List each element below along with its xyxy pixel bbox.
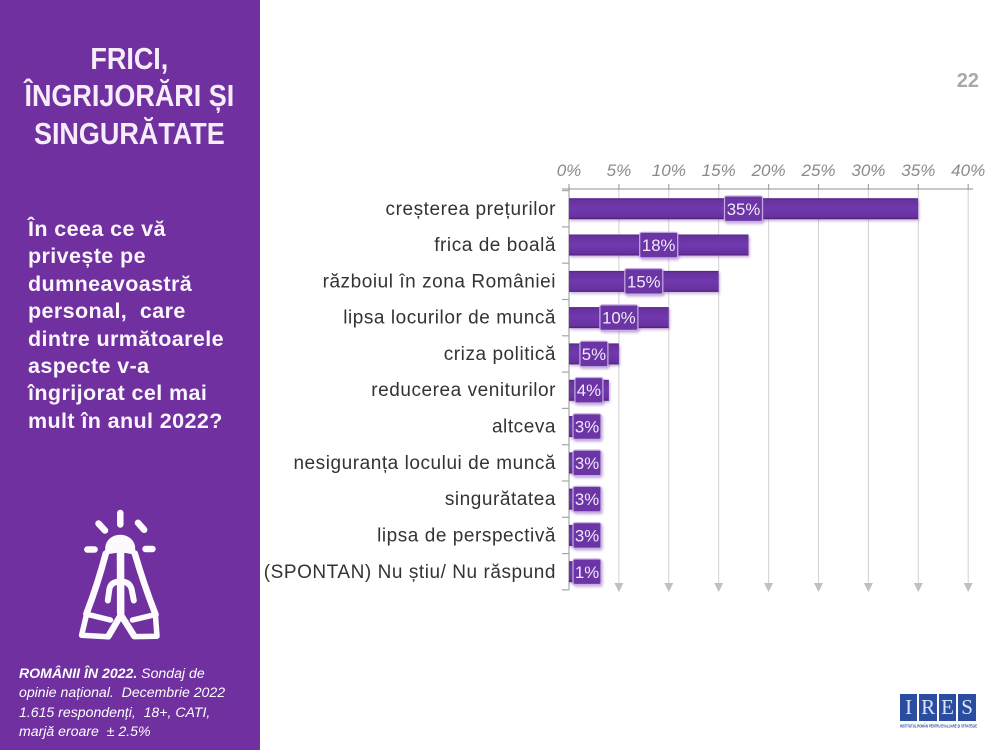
svg-text:creșterea prețurilor: creșterea prețurilor [386,199,557,220]
svg-text:35%: 35% [901,161,935,180]
svg-text:10%: 10% [602,309,636,328]
svg-text:35%: 35% [727,200,761,219]
svg-text:frica de boală: frica de boală [434,235,556,256]
svg-text:reducerea veniturilor: reducerea veniturilor [371,380,556,401]
svg-text:3%: 3% [575,490,599,509]
svg-text:25%: 25% [800,161,835,180]
svg-text:20%: 20% [751,161,786,180]
svg-text:15%: 15% [627,272,661,291]
svg-text:nesiguranța locului de muncă: nesiguranța locului de muncă [293,453,556,474]
svg-text:4%: 4% [577,381,601,400]
svg-text:15%: 15% [702,161,736,180]
svg-text:10%: 10% [652,161,686,180]
svg-text:lipsa de perspectivă: lipsa de perspectivă [377,525,556,546]
svg-text:criza politică: criza politică [444,344,556,365]
svg-text:războiul în zona României: războiul în zona României [323,271,556,292]
svg-text:3%: 3% [575,454,599,473]
svg-text:5%: 5% [607,161,632,180]
svg-text:(SPONTAN) Nu știu/ Nu răspund: (SPONTAN) Nu știu/ Nu răspund [264,562,556,583]
svg-text:singurătatea: singurătatea [445,489,556,510]
svg-text:30%: 30% [851,161,885,180]
svg-text:3%: 3% [575,526,599,545]
svg-text:altceva: altceva [492,417,556,438]
svg-text:INSTITUTUL ROMÂN PENTRU EVALUA: INSTITUTUL ROMÂN PENTRU EVALUARE ȘI STRA… [900,722,977,729]
svg-text:40%: 40% [951,161,985,180]
svg-text:1%: 1% [575,563,599,582]
svg-text:lipsa locurilor de muncă: lipsa locurilor de muncă [343,308,556,329]
svg-text:18%: 18% [642,236,676,255]
svg-text:0%: 0% [557,161,582,180]
svg-text:5%: 5% [582,345,606,364]
svg-text:3%: 3% [575,418,599,437]
